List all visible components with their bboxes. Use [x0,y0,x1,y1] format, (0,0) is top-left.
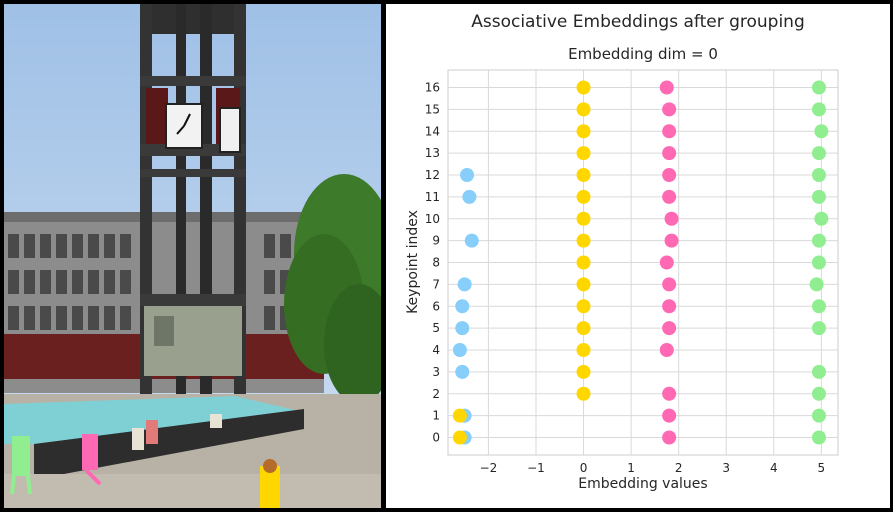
y-axis-label: Keypoint index [405,210,421,314]
chart-title: Embedding dim = 0 [568,45,718,63]
x-tick-label: 4 [770,461,778,475]
data-point-series-0 [460,168,475,182]
data-point-series-3 [811,255,826,270]
data-point-series-0 [464,233,479,248]
data-point-series-2 [662,124,677,139]
data-point-series-3 [811,386,826,401]
clock-tower [140,4,246,404]
y-tick-label: 11 [425,190,440,204]
person-green [10,436,32,495]
y-tick-label: 7 [432,277,440,291]
data-point-series-1 [576,255,591,270]
data-point-series-1 [576,168,591,182]
data-point-series-3 [809,277,824,292]
data-point-series-1 [576,299,591,314]
data-point-series-3 [811,189,826,204]
data-point-series-2 [662,189,677,204]
data-point-series-3 [811,299,826,314]
data-point-series-1 [576,124,591,139]
y-tick-label: 6 [432,299,440,313]
data-point-series-2 [662,277,677,292]
x-tick-labels: −2 −1 0 1 2 3 4 5 [480,461,826,475]
data-point-series-1 [576,364,591,379]
data-point-series-3 [811,168,826,182]
data-point-series-2 [662,408,677,423]
data-point-series-1 [576,146,591,161]
data-point-series-2 [659,80,674,95]
data-point-series-1 [576,233,591,248]
chart-suptitle: Associative Embeddings after grouping [471,12,805,32]
data-point-series-0 [455,299,470,314]
data-point-series-2 [662,146,677,161]
data-point-series-2 [662,299,677,314]
data-point-series-2 [662,321,677,336]
data-point-series-1 [576,211,591,226]
data-point-series-2 [659,343,674,357]
y-tick-label: 13 [425,146,440,160]
data-point-series-2 [664,211,679,226]
data-point-series-3 [811,233,826,248]
data-point-series-2 [659,255,674,270]
x-tick-label: 0 [580,461,588,475]
data-point-series-1 [576,277,591,292]
y-tick-label: 1 [432,409,440,423]
data-point-series-1 [576,386,591,401]
data-point-series-0 [455,321,470,336]
data-point-series-3 [814,124,829,139]
data-point-series-1 [576,102,591,117]
y-tick-label: 2 [432,387,440,401]
data-point-series-1 [452,430,467,445]
data-point-series-3 [811,102,826,117]
data-point-series-1 [576,343,591,357]
data-point-series-0 [462,189,477,204]
photo-panel [4,4,381,508]
person-pink [82,434,102,486]
data-point-series-2 [664,233,679,248]
data-point-series-1 [576,80,591,95]
x-axis-label: Embedding values [578,476,707,492]
y-tick-label: 5 [432,321,440,335]
y-tick-label: 0 [432,431,440,445]
y-tick-label: 3 [432,365,440,379]
data-point-series-1 [576,189,591,204]
y-tick-label: 9 [432,234,440,248]
data-point-series-3 [811,364,826,379]
data-points [452,80,829,445]
data-point-series-3 [814,211,829,226]
data-point-series-2 [662,430,677,445]
x-tick-label: −1 [527,461,545,475]
chart-panel: Associative Embeddings after grouping Em… [386,4,890,508]
tree [284,174,381,404]
y-tick-label: 8 [432,256,440,270]
y-tick-label: 4 [432,343,440,357]
data-point-series-2 [662,102,677,117]
x-tick-label: 2 [675,461,683,475]
x-tick-label: 3 [722,461,730,475]
data-point-series-1 [452,408,467,423]
data-point-series-0 [457,277,472,292]
people-sitting [132,414,222,450]
data-point-series-1 [576,321,591,336]
data-point-series-0 [452,343,467,357]
data-point-series-3 [811,146,826,161]
data-point-series-3 [811,321,826,336]
x-tick-label: −2 [480,461,498,475]
y-tick-label: 16 [425,81,440,95]
person-yellow [260,459,280,508]
y-tick-label: 15 [425,102,440,116]
data-point-series-3 [811,430,826,445]
data-point-series-0 [455,364,470,379]
y-tick-label: 14 [425,124,440,138]
x-tick-label: 1 [627,461,635,475]
data-point-series-3 [811,408,826,423]
data-point-series-2 [662,168,677,182]
scatter-chart: Associative Embeddings after grouping Em… [405,12,839,492]
data-point-series-3 [811,80,826,95]
x-tick-label: 5 [818,461,826,475]
town-square-photo [4,4,381,508]
data-point-series-2 [662,386,677,401]
y-tick-label: 10 [425,212,440,226]
y-tick-label: 12 [425,168,440,182]
